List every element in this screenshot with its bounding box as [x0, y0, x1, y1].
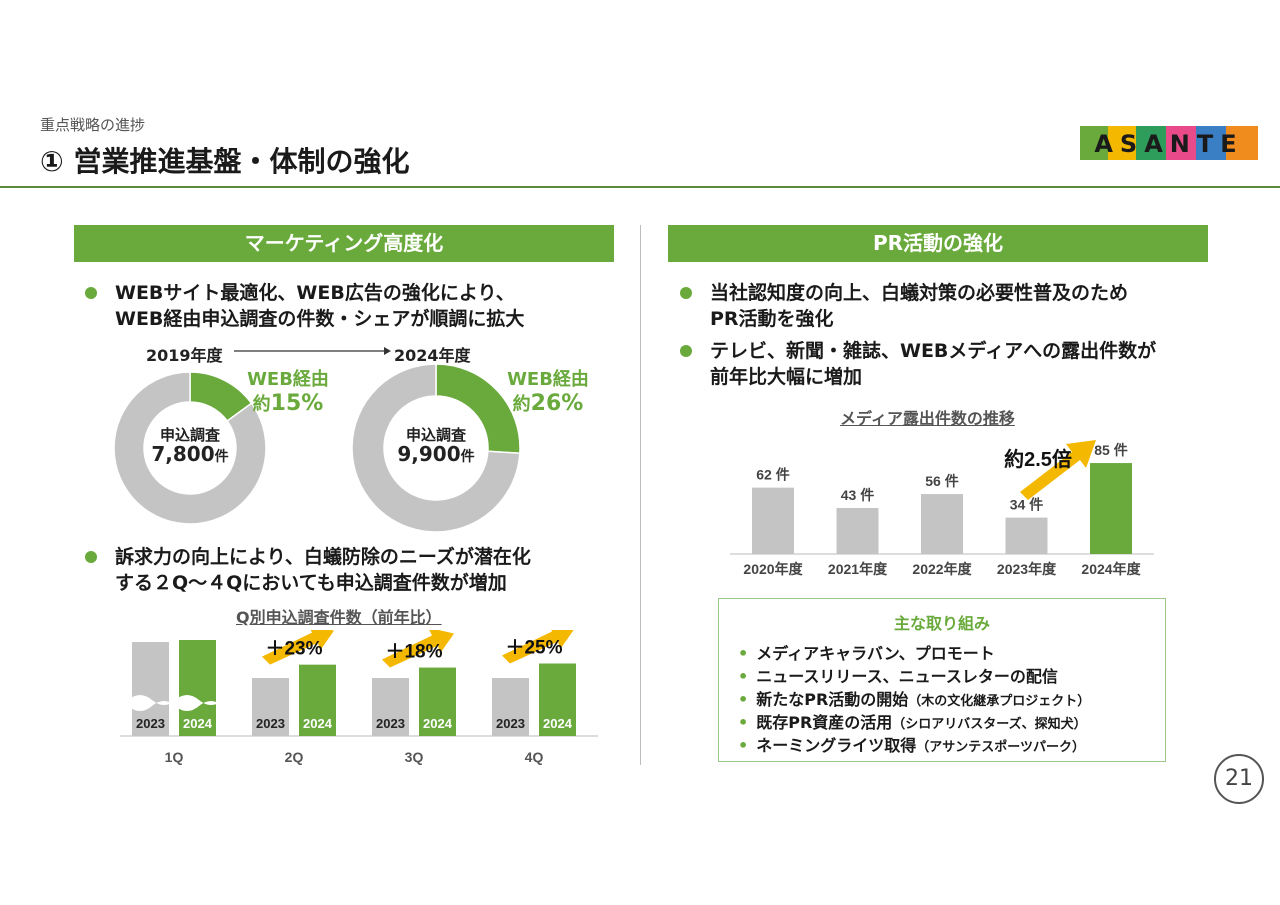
bullet-dot-icon [680, 345, 692, 357]
bullet-dot-icon [680, 287, 692, 299]
donut-center-label-2019: 申込調査 [159, 426, 220, 444]
quarterly-chart-title: Q別申込調査件数（前年比） [236, 608, 442, 627]
initiative-item: • 既存PR資産の活用（シロアリバスターズ、探知犬） [738, 713, 1087, 732]
growth-arrow-icon [502, 630, 574, 664]
donut-slice-other [113, 371, 267, 525]
quarterly-bar-2023 [492, 678, 529, 736]
axis-break-icon [128, 695, 176, 711]
initiative-item: • ネーミングライツ取得（アサンテスポーツパーク） [738, 736, 1085, 755]
initiative-item: • メディアキャラバン、プロモート [738, 644, 995, 663]
media-bar-chart: 62 件 2020年度 43 件 2021年度 56 件 2022年度 34 件 2023年度… [730, 440, 1154, 577]
quarter-tick-label: 1Q [165, 749, 184, 765]
section-band-pr: PR活動の強化 [668, 225, 1208, 262]
donut-center-label-2024: 申込調査 [405, 426, 466, 444]
bullet-web-optimization: WEBサイト最適化、WEB広告の強化により、 WEB経由申込調査の件数・シェアが… [85, 280, 615, 332]
quarter-tick-label: 2Q [285, 749, 304, 765]
initiative-item: • ニュースリリース、ニュースレターの配信 [738, 667, 1058, 686]
bullet-media-exposure: テレビ、新聞・雑誌、WEBメディアへの露出件数が 前年比大幅に増加 [680, 338, 1220, 390]
growth-arrow-icon [382, 630, 454, 668]
bar-series-label: 2023 [376, 716, 405, 731]
growth-arrow-icon [1020, 440, 1096, 500]
media-category-label: 2022年度 [912, 561, 972, 577]
donut-chart-2024 [351, 363, 521, 533]
bar-series-label: 2024 [423, 716, 453, 731]
bullet-dot-icon [85, 551, 97, 563]
quarterly-bar-chart: 2023 2024 1Q 2023 2024 2Q ＋23% 2023 2024 3Q ＋18% 20… [120, 630, 598, 765]
web-share-2024: WEB経由 約26% [507, 369, 589, 416]
media-category-label: 2024年度 [1081, 561, 1141, 577]
axis-break-icon [175, 695, 223, 711]
bar-series-label: 2023 [496, 716, 525, 731]
quarterly-bar-2024 [299, 664, 336, 736]
bar-series-label: 2023 [136, 716, 165, 731]
media-value-label: 43 件 [841, 487, 874, 503]
growth-arrow-icon [262, 630, 334, 665]
media-bar [1090, 463, 1132, 554]
donut-center-value-2019: 7,800件 [151, 442, 229, 466]
bar-series-label: 2024 [303, 716, 333, 731]
media-category-label: 2023年度 [997, 561, 1057, 577]
initiatives-box [718, 598, 1166, 762]
media-value-label: 56 件 [925, 473, 958, 489]
logo-text: ASANTE [1094, 130, 1243, 158]
quarterly-bar-2024 [539, 663, 576, 736]
quarterly-bar-2024 [179, 640, 216, 736]
quarter-tick-label: 4Q [525, 749, 544, 765]
initiative-item: • 新たなPR活動の開始（木の文化継承プロジェクト） [738, 690, 1091, 709]
media-category-label: 2021年度 [828, 561, 888, 577]
media-category-label: 2020年度 [743, 561, 803, 577]
bar-series-label: 2024 [543, 716, 573, 731]
media-value-label: 85 件 [1094, 442, 1127, 458]
header-rule [0, 186, 1280, 188]
company-logo: ASANTE [1080, 126, 1258, 160]
section-subtitle: 重点戦略の進捗 [40, 116, 146, 134]
year-arrow-icon [234, 347, 391, 355]
web-share-2019: WEB経由 約15% [247, 369, 329, 416]
media-bar [752, 487, 794, 554]
growth-label: ＋25% [505, 638, 562, 659]
quarterly-bar-2023 [372, 678, 409, 736]
initiatives-title: 主な取り組み [893, 614, 990, 633]
donut-slice-other [351, 363, 521, 533]
quarter-tick-label: 3Q [405, 749, 424, 765]
media-value-label: 34 件 [1010, 497, 1043, 513]
bullet-dot-icon [85, 287, 97, 299]
quarterly-bar-2023 [252, 678, 289, 736]
media-chart-title: メディア露出件数の推移 [840, 409, 1015, 428]
media-value-label: 62 件 [756, 467, 789, 483]
bullet-pr-strengthening: 当社認知度の向上、白蟻対策の必要性普及のため PR活動を強化 [680, 280, 1220, 332]
bar-series-label: 2023 [256, 716, 285, 731]
page-title: ① 営業推進基盤・体制の強化 [40, 145, 410, 178]
growth-label: ＋18% [385, 642, 442, 663]
media-bar [921, 494, 963, 554]
page-number: 21 [1214, 754, 1264, 804]
quarterly-bar-2024 [419, 667, 456, 736]
donut-year-2024: 2024年度 [394, 346, 471, 365]
multiplier-label: 約2.5倍 [1004, 447, 1072, 471]
section-band-marketing: マーケティング高度化 [74, 225, 614, 262]
column-divider [640, 225, 641, 765]
bar-series-label: 2024 [183, 716, 213, 731]
donut-chart-2019 [113, 371, 267, 525]
quarterly-bar-2023 [132, 642, 169, 736]
growth-label: ＋23% [265, 639, 322, 660]
donut-year-2019: 2019年度 [146, 346, 223, 365]
bullet-quarterly-increase: 訴求力の向上により、白蟻防除のニーズが潜在化 する２Q～４Qにおいても申込調査件… [85, 544, 615, 596]
donut-center-value-2024: 9,900件 [397, 442, 475, 466]
media-bar [1005, 517, 1048, 554]
media-bar [836, 507, 879, 554]
